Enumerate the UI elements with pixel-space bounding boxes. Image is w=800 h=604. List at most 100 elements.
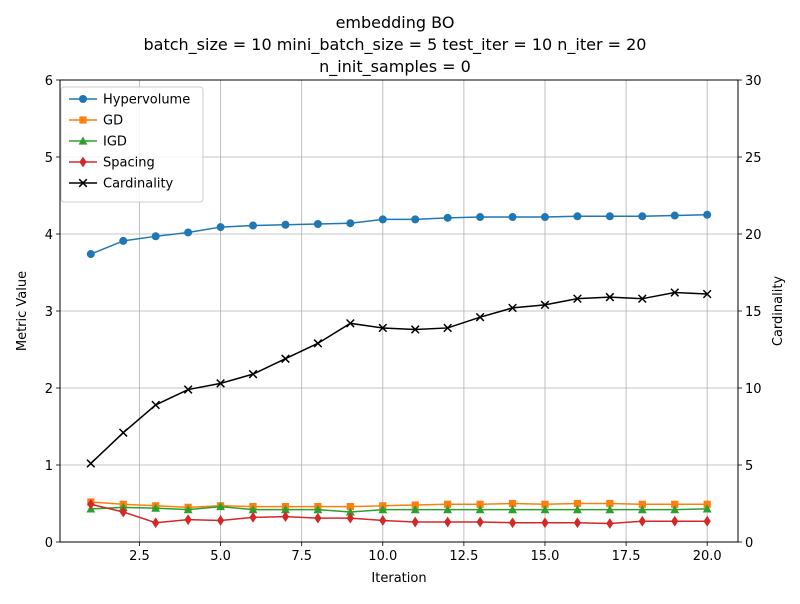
point-igd	[508, 505, 517, 514]
x-axis: 2.5 5.0 7.5 10.0 12.5 15.0 17.5 20.0	[129, 542, 722, 564]
point-hypervolume	[411, 215, 420, 224]
y-tick-label: 1	[45, 459, 53, 474]
point-hypervolume	[476, 213, 485, 222]
x-tick-label: 7.5	[291, 549, 312, 564]
point-igd	[573, 505, 582, 514]
x-tick-label: 17.5	[612, 549, 641, 564]
y2-tick-label: 20	[745, 228, 762, 243]
x-tick-label: 12.5	[449, 549, 478, 564]
point-cardinality	[443, 323, 452, 333]
y2-axis-label: Cardinality	[771, 276, 786, 347]
point-hypervolume	[346, 219, 355, 228]
point-cardinality	[216, 379, 225, 388]
point-igd	[151, 503, 161, 512]
point-spacing	[379, 515, 387, 526]
legend-item-hypervolume: Hypervolume	[69, 93, 190, 108]
point-hypervolume	[151, 232, 160, 241]
point-gd	[638, 500, 646, 508]
point-gd	[573, 499, 582, 508]
point-igd	[281, 505, 290, 514]
point-igd	[670, 505, 680, 514]
series-spacing	[87, 498, 711, 529]
legend-label: GD	[103, 114, 123, 129]
y-axis-left: 0 1 2 3 4 5 6	[45, 74, 60, 551]
y-tick-label: 3	[45, 305, 53, 320]
point-cardinality	[637, 294, 647, 304]
point-igd	[475, 505, 485, 514]
point-hypervolume	[216, 223, 225, 232]
point-igd	[443, 505, 453, 514]
point-spacing	[573, 517, 582, 529]
point-hypervolume	[573, 212, 582, 221]
point-hypervolume	[605, 212, 614, 221]
point-spacing	[476, 516, 484, 528]
y2-tick-label: 0	[745, 536, 753, 551]
y2-tick-label: 25	[745, 151, 762, 166]
y2-tick-label: 30	[745, 74, 762, 89]
point-igd	[248, 505, 258, 514]
point-spacing	[411, 516, 419, 528]
series-line-hypervolume	[90, 214, 708, 255]
point-spacing	[216, 515, 225, 526]
legend-marker	[78, 178, 88, 188]
point-spacing	[541, 517, 549, 529]
point-gd	[541, 500, 549, 508]
y-axis-right: 0 5 10 15 20 25 30	[738, 74, 762, 551]
point-igd	[216, 501, 225, 511]
point-hypervolume	[184, 228, 193, 237]
y-tick-label: 6	[45, 74, 53, 89]
legend-marker	[79, 95, 87, 103]
series-cardinality	[86, 288, 712, 468]
point-hypervolume	[508, 213, 517, 222]
point-igd	[410, 505, 420, 514]
x-tick-label: 5.0	[210, 549, 231, 564]
legend: Hypervolume GD IGD Spacing Cardinality	[60, 86, 204, 203]
point-hypervolume	[249, 221, 258, 230]
point-spacing	[671, 515, 679, 527]
point-gd	[606, 499, 614, 508]
point-hypervolume	[313, 219, 322, 228]
point-hypervolume	[540, 213, 549, 222]
legend-marker	[78, 136, 88, 145]
point-cardinality	[573, 294, 582, 304]
point-spacing	[119, 506, 127, 518]
point-spacing	[606, 518, 614, 529]
point-hypervolume	[670, 211, 679, 220]
y-tick-label: 4	[45, 228, 53, 243]
point-cardinality	[605, 292, 615, 302]
point-gd	[508, 499, 517, 508]
point-spacing	[638, 515, 646, 527]
point-gd	[444, 500, 452, 508]
point-spacing	[703, 515, 711, 527]
legend-item-spacing: Spacing	[69, 156, 155, 171]
point-spacing	[87, 498, 95, 510]
point-spacing	[152, 517, 160, 529]
series-line-gd	[90, 501, 708, 509]
point-gd	[411, 501, 419, 509]
point-cardinality	[670, 288, 680, 297]
point-hypervolume	[378, 215, 387, 224]
point-igd	[183, 505, 193, 514]
legend-item-cardinality: Cardinality	[69, 177, 174, 192]
series-line-cardinality	[90, 291, 708, 465]
point-cardinality	[118, 428, 128, 437]
title-line-2: batch_size = 10 mini_batch_size = 5 test…	[144, 35, 647, 55]
point-cardinality	[410, 325, 420, 334]
point-igd	[313, 505, 323, 514]
point-spacing	[346, 512, 354, 524]
y2-tick-label: 5	[745, 459, 753, 474]
y2-tick-label: 15	[745, 305, 762, 320]
point-hypervolume	[86, 250, 95, 259]
point-cardinality	[508, 303, 517, 313]
point-cardinality	[151, 400, 161, 410]
legend-marker	[79, 156, 87, 168]
legend-label: Spacing	[103, 156, 155, 171]
x-axis-label: Iteration	[371, 571, 426, 586]
y-tick-label: 5	[45, 151, 53, 166]
point-igd	[345, 507, 355, 516]
point-hypervolume	[703, 210, 712, 219]
x-tick-label: 2.5	[129, 549, 150, 564]
plot-series	[86, 210, 712, 529]
